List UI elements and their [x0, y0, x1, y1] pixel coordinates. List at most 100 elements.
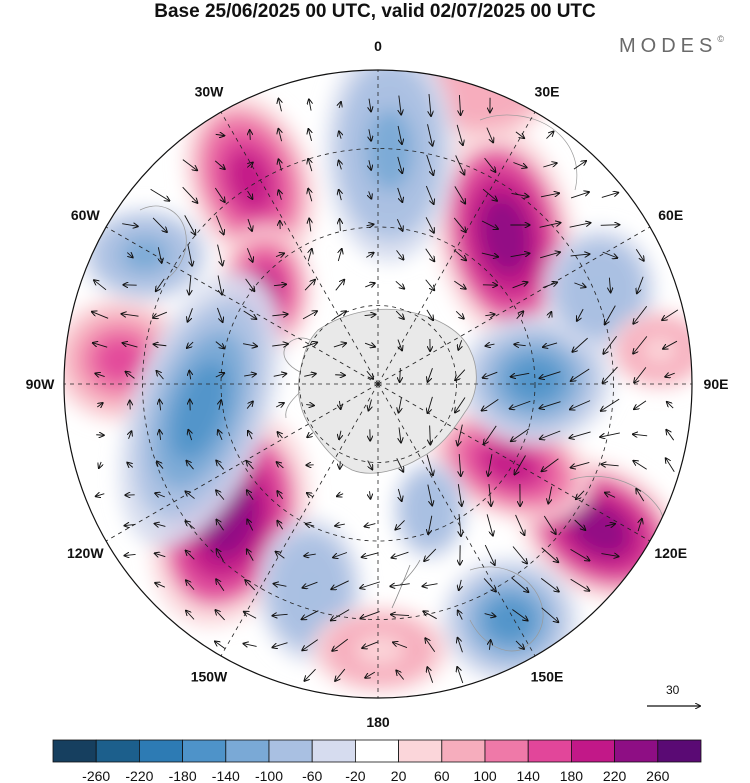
colorbar-tick-label: -180 [169, 768, 197, 783]
colorbar-tick-label: -220 [125, 768, 153, 783]
wind-arrow [304, 374, 316, 377]
wind-arrow [482, 399, 499, 410]
wind-arrow [188, 430, 191, 441]
colorbar-swatch [484, 739, 529, 763]
wind-arrow [667, 402, 674, 409]
wind-arrow [126, 372, 135, 379]
wind-arrow [391, 614, 410, 615]
wind-arrow [459, 453, 461, 476]
wind-arrow [510, 400, 531, 409]
wind-arrow [124, 554, 136, 555]
wind-arrow [510, 253, 530, 256]
wind-arrow [481, 252, 498, 257]
wind-arrow [215, 610, 225, 621]
wind-arrow [304, 554, 316, 556]
wind-arrow [93, 343, 108, 348]
wind-arrow [366, 224, 374, 225]
wind-arrow [332, 638, 349, 651]
wind-arrow [399, 95, 401, 115]
colorbar-tick-label: 140 [517, 768, 541, 783]
wind-arrow [484, 544, 494, 565]
wind-arrow [243, 644, 257, 647]
wind-arrow [422, 584, 438, 587]
colorbar-tick-label: 100 [473, 768, 497, 783]
colorbar-swatch [52, 739, 97, 763]
wind-arrow [540, 430, 561, 439]
colorbar-tick-label: -100 [255, 768, 283, 783]
wind-arrow [122, 314, 139, 316]
wind-arrow [333, 343, 346, 347]
wind-arrow [215, 215, 223, 235]
wind-arrow [307, 433, 314, 437]
map-boundary [63, 69, 693, 699]
wind-arrow [366, 253, 373, 258]
longitude-label: 60W [71, 207, 101, 223]
wind-arrow [426, 309, 433, 320]
wind-arrow [339, 102, 341, 109]
anomaly-contour [479, 195, 531, 275]
wind-arrow [247, 490, 254, 500]
wind-arrow [426, 454, 433, 476]
anomaly-contour [570, 504, 630, 556]
wind-arrow [515, 640, 524, 649]
wind-arrow [125, 524, 136, 525]
wind-arrow [428, 368, 433, 382]
wind-arrow [424, 548, 437, 561]
wind-arrow [539, 223, 561, 228]
wind-arrow [340, 461, 341, 469]
wind-arrow [395, 520, 405, 529]
wind-arrow [127, 463, 134, 468]
wind-arrow [455, 369, 466, 381]
wind-arrow [273, 642, 288, 648]
wind-arrow [247, 520, 254, 531]
wind-arrow [216, 461, 225, 470]
colorbar-swatch [268, 739, 313, 763]
wind-arrow [244, 612, 257, 619]
colorbar-swatch [182, 739, 227, 763]
wind-arrow [272, 344, 288, 346]
wind-arrow [485, 314, 494, 315]
wind-arrow [303, 581, 318, 588]
wind-arrow [512, 282, 528, 289]
wind-arrow [515, 131, 524, 138]
wind-arrow [186, 551, 195, 560]
wind-arrow [574, 519, 586, 530]
wind-arrow [633, 461, 647, 470]
longitude-label: 30E [535, 83, 560, 99]
wind-arrow [274, 584, 287, 587]
wind-arrow [272, 614, 288, 615]
wind-arrow [217, 244, 223, 266]
wind-arrow [601, 464, 619, 466]
wind-arrow [186, 580, 195, 590]
wind-arrow [425, 248, 435, 262]
wind-arrow [309, 99, 311, 111]
wind-arrow [396, 670, 405, 680]
wind-arrow [395, 280, 404, 288]
wind-arrow [216, 520, 224, 531]
colorbar-swatch [354, 739, 399, 763]
longitude-label: 60E [658, 207, 683, 223]
wind-arrow [338, 249, 341, 262]
wind-arrow [456, 124, 463, 145]
wind-arrow [218, 430, 222, 441]
wind-arrow [633, 336, 648, 353]
wind-arrow [275, 403, 284, 407]
wind-arrow [159, 430, 160, 440]
colorbar: -260 -220 -180 -140 -100 -60 -20 20 60 100 140 180 2… [52, 739, 702, 783]
wind-arrow [483, 371, 498, 378]
wind-arrow [453, 249, 466, 261]
wind-arrow [187, 244, 192, 265]
wind-arrow [246, 163, 252, 168]
wind-arrow [398, 339, 402, 351]
wind-arrow [540, 193, 559, 198]
longitude-labels: 0 30E 60E 90E 120E 150E 180 150W 120W 90W 60W 30W [26, 38, 729, 730]
wind-arrow [155, 583, 166, 587]
wind-arrow [571, 368, 590, 381]
wind-arrow [339, 131, 341, 139]
wind-arrow [302, 311, 317, 320]
wind-arrow [185, 521, 195, 530]
wind-arrow [427, 484, 432, 506]
wind-arrow [302, 639, 318, 651]
colorbar-tick-label: -140 [212, 768, 240, 783]
